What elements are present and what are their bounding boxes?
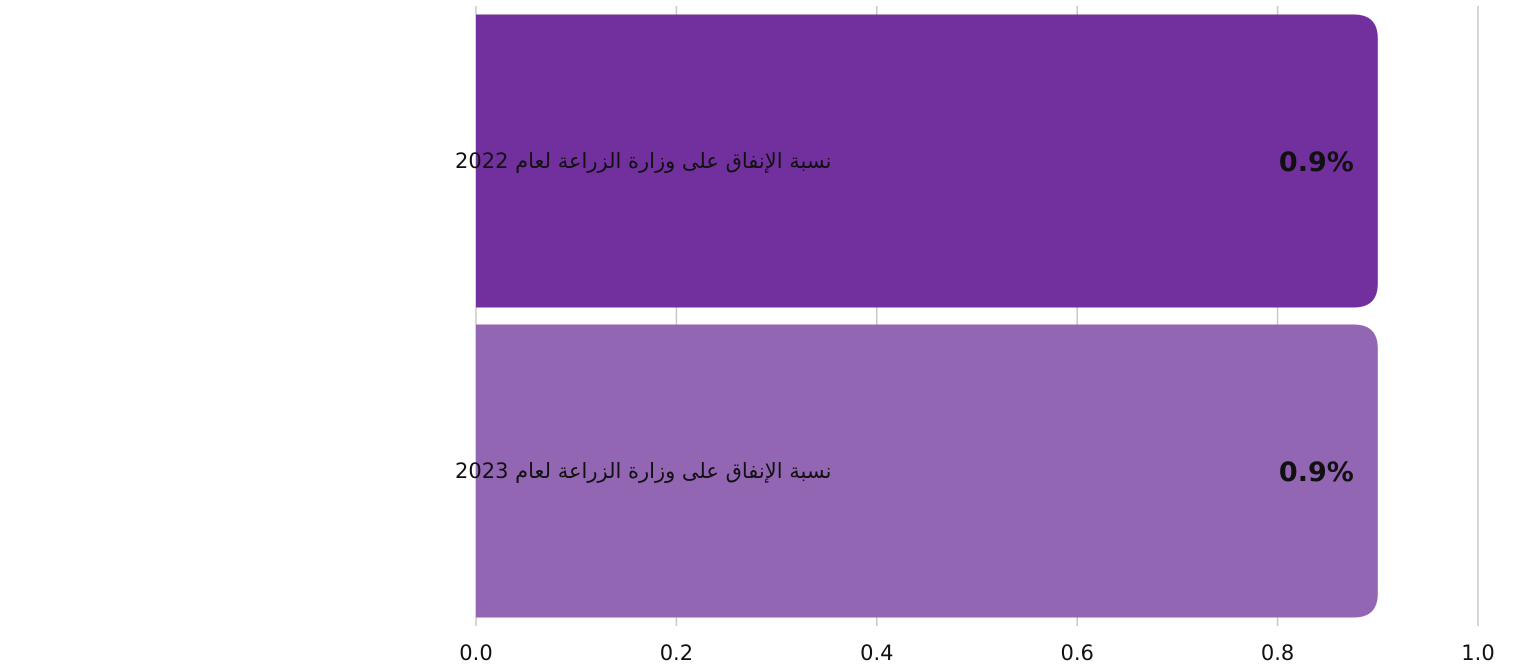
category-label-0: نسبة الإنفاق على وزارة الزراعة لعام 2022 xyxy=(455,149,831,173)
data-label-1: 0.9% xyxy=(1279,457,1354,488)
data-label-0: 0.9% xyxy=(1279,147,1354,178)
x-tick-label-1: 0.2 xyxy=(660,641,693,665)
bar-0 xyxy=(476,14,1378,308)
x-tick-label-0: 0.0 xyxy=(459,641,492,665)
x-tick-label-2: 0.4 xyxy=(860,641,893,665)
bar-1 xyxy=(476,324,1378,618)
x-tick-label-3: 0.6 xyxy=(1060,641,1093,665)
bars xyxy=(476,14,1378,618)
x-tick-label-5: 1.0 xyxy=(1461,641,1494,665)
labels: 0.0 0.2 0.4 0.6 0.8 1.0 0.9% نسبة الإنفاق على و… xyxy=(455,147,1495,665)
category-label-1: نسبة الإنفاق على وزارة الزراعة لعام 2023 xyxy=(455,459,831,483)
x-tick-label-4: 0.8 xyxy=(1261,641,1294,665)
